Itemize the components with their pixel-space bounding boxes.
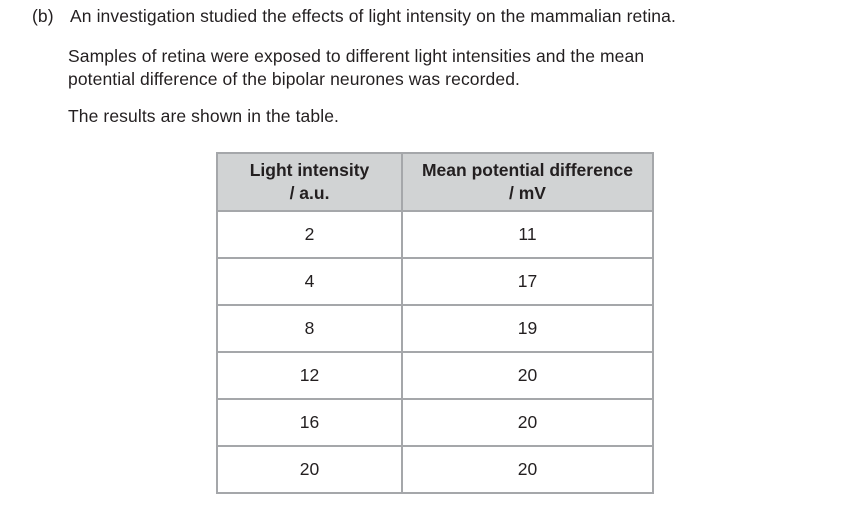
question-intro-line: (b) An investigation studied the effects… [32, 5, 676, 28]
question-paragraph-results: The results are shown in the table. [68, 106, 340, 126]
cell-light-intensity: 2 [216, 210, 403, 259]
method-line-2: potential difference of the bipolar neur… [68, 69, 521, 89]
header-mean-pd-label: Mean potential difference [421, 160, 633, 180]
cell-mean-pd: 17 [401, 257, 654, 306]
table-row: 16 20 [216, 398, 654, 447]
cell-mean-pd: 20 [401, 398, 654, 447]
results-table: Light intensity / a.u. Mean potential di… [216, 152, 654, 494]
header-mean-pd-unit: / mV [509, 183, 546, 203]
results-table-header-row: Light intensity / a.u. Mean potential di… [216, 152, 654, 212]
question-intro-text: An investigation studied the effects of … [70, 6, 676, 26]
table-row: 8 19 [216, 304, 654, 353]
header-light-intensity: Light intensity / a.u. [216, 152, 403, 212]
cell-light-intensity: 4 [216, 257, 403, 306]
table-row: 12 20 [216, 351, 654, 400]
question-part-label: (b) [32, 6, 54, 26]
method-line-1: Samples of retina were exposed to differ… [68, 46, 645, 66]
cell-mean-pd: 19 [401, 304, 654, 353]
cell-mean-pd: 20 [401, 445, 654, 494]
cell-mean-pd: 11 [401, 210, 654, 259]
cell-light-intensity: 16 [216, 398, 403, 447]
table-row: 4 17 [216, 257, 654, 306]
cell-light-intensity: 12 [216, 351, 403, 400]
cell-mean-pd: 20 [401, 351, 654, 400]
table-row: 20 20 [216, 445, 654, 494]
header-mean-potential-difference: Mean potential difference / mV [401, 152, 654, 212]
cell-light-intensity: 8 [216, 304, 403, 353]
header-light-intensity-label: Light intensity [249, 160, 370, 180]
question-paragraph-method: Samples of retina were exposed to differ… [68, 45, 644, 91]
cell-light-intensity: 20 [216, 445, 403, 494]
header-light-intensity-unit: / a.u. [289, 183, 330, 203]
table-row: 2 11 [216, 210, 654, 259]
